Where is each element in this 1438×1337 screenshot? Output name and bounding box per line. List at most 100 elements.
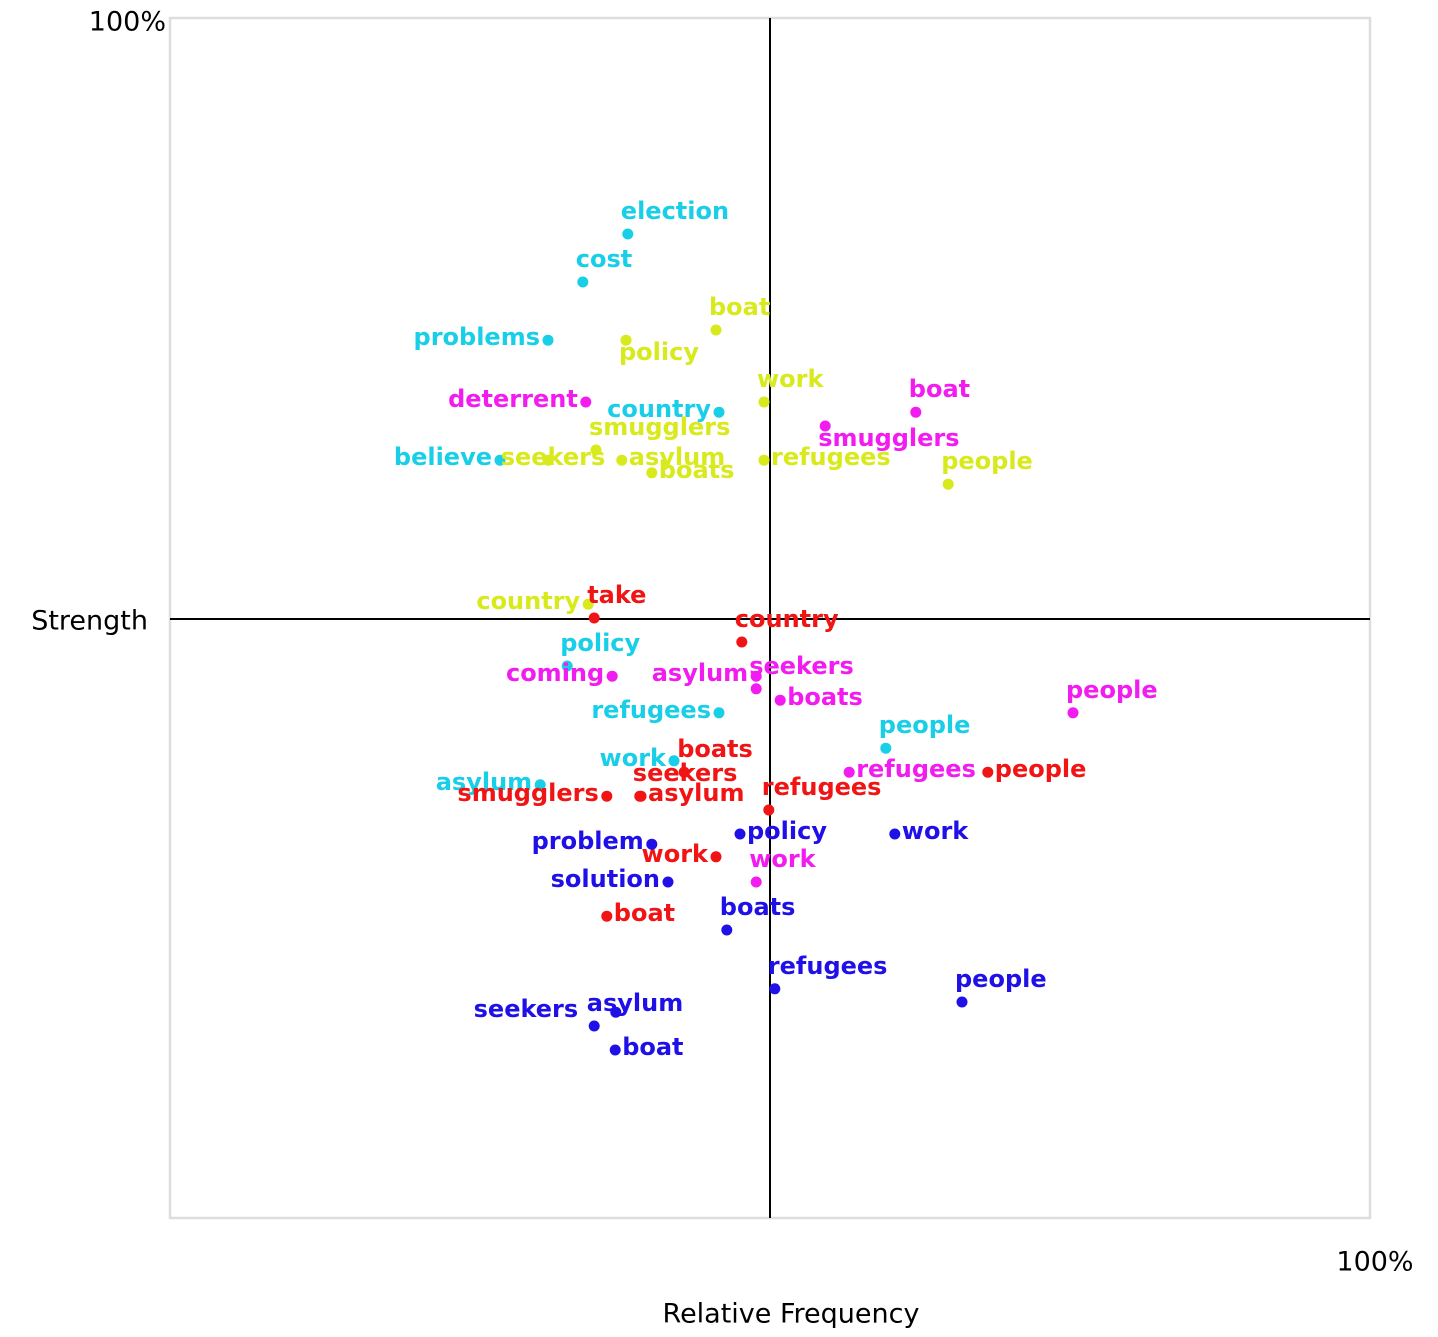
point: [542, 454, 554, 466]
point: [662, 876, 674, 888]
point: [590, 444, 602, 456]
point-label: seekers: [633, 759, 738, 787]
point: [750, 876, 762, 888]
point: [982, 766, 994, 778]
point-label: boats: [720, 893, 796, 921]
point: [588, 612, 600, 624]
point-label: boat: [614, 899, 675, 927]
point-label: boats: [659, 456, 735, 484]
point-label: problem: [532, 827, 644, 855]
point-label: election: [621, 197, 729, 225]
point: [910, 406, 922, 418]
point-label: boat: [909, 375, 970, 403]
x-tick-label: 100%: [1336, 1247, 1413, 1278]
point: [758, 396, 770, 408]
point-label: smugglers: [589, 413, 730, 441]
point: [710, 324, 722, 336]
point-label: solution: [551, 865, 660, 893]
point: [582, 598, 594, 610]
point: [494, 454, 506, 466]
point-label: refugees: [768, 952, 888, 980]
point-label: seekers: [501, 443, 606, 471]
point-label: deterrent: [448, 385, 578, 413]
point-label: seekers: [474, 995, 579, 1023]
point: [843, 766, 855, 778]
point-label: asylum: [648, 779, 744, 807]
point-label: boat: [622, 1033, 683, 1061]
point: [577, 276, 589, 288]
point: [601, 910, 613, 922]
point-label: policy: [747, 817, 827, 845]
point-label: work: [757, 365, 824, 393]
point-label: smugglers: [457, 779, 598, 807]
y-tick-label: 100%: [89, 7, 166, 38]
point: [542, 334, 554, 346]
point: [561, 660, 573, 672]
point-label: coming: [506, 659, 604, 687]
y-axis-label: Strength: [31, 606, 148, 637]
point: [750, 683, 762, 695]
point-label: policy: [560, 629, 640, 657]
point-label: people: [941, 447, 1033, 475]
point: [721, 924, 733, 936]
point: [668, 755, 680, 767]
point: [601, 790, 613, 802]
point: [774, 694, 786, 706]
point: [758, 454, 770, 466]
point-label: asylum: [652, 659, 748, 687]
point-label: work: [902, 817, 969, 845]
point-label: people: [995, 755, 1087, 783]
point: [609, 1044, 621, 1056]
point-label: work: [600, 744, 667, 772]
point-label: refugees: [762, 773, 882, 801]
point: [580, 396, 592, 408]
point-label: refugees: [591, 696, 711, 724]
point-label: country: [476, 587, 580, 615]
point: [942, 478, 954, 490]
point-label: believe: [394, 443, 492, 471]
point-label: asylum: [587, 989, 683, 1017]
point: [622, 228, 634, 240]
point-label: country: [735, 605, 839, 633]
point-label: refugees: [771, 443, 891, 471]
point-label: asylum: [629, 443, 725, 471]
point-label: asylum: [436, 768, 532, 796]
point: [646, 838, 658, 850]
point: [710, 851, 722, 863]
point: [610, 1006, 622, 1018]
point: [750, 670, 762, 682]
point: [819, 420, 831, 432]
point-label: people: [879, 711, 971, 739]
point-label: people: [1066, 676, 1158, 704]
point-label: people: [955, 965, 1047, 993]
point: [889, 828, 901, 840]
point: [713, 406, 725, 418]
point-label: problems: [414, 323, 540, 351]
point-label: seekers: [749, 652, 854, 680]
point: [769, 983, 781, 995]
point: [635, 790, 647, 802]
point: [736, 636, 748, 648]
point-label: boats: [677, 735, 753, 763]
point-label: cost: [576, 245, 632, 273]
point-label: work: [749, 845, 816, 873]
point: [620, 334, 632, 346]
point-label: smugglers: [818, 424, 959, 452]
point: [678, 766, 690, 778]
point-label: take: [587, 581, 646, 609]
point: [616, 454, 628, 466]
point-label: refugees: [856, 755, 976, 783]
point: [763, 804, 775, 816]
point: [956, 996, 968, 1008]
point: [534, 779, 546, 791]
point: [606, 670, 618, 682]
point-label: policy: [619, 338, 699, 366]
x-axis-label: Relative Frequency: [663, 1299, 920, 1330]
point: [1067, 707, 1079, 719]
point: [880, 742, 892, 754]
point-label: boat: [709, 293, 770, 321]
point-label: country: [607, 395, 711, 423]
point: [713, 707, 725, 719]
point: [588, 1020, 600, 1032]
